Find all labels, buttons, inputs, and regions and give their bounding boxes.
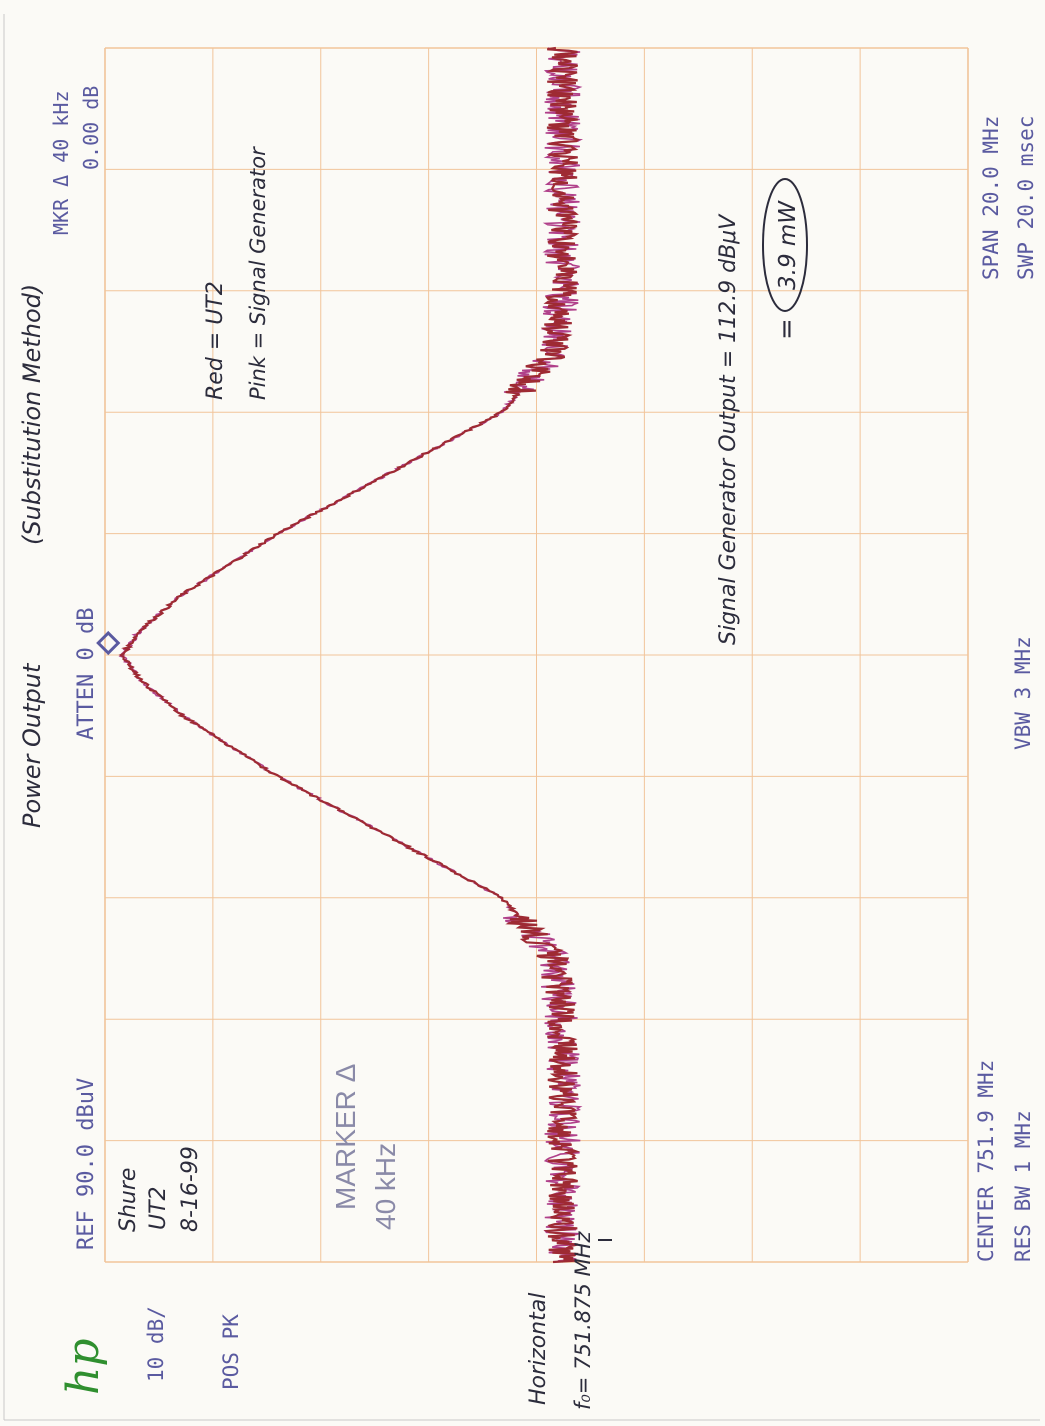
detector-mode: POS PK	[219, 1314, 243, 1390]
marker-delta-frequency: MKR Δ 40 kHz	[49, 91, 73, 236]
legend-red: Red = UT2	[203, 281, 228, 400]
equals-sign: =	[772, 318, 802, 340]
marker-diamond	[96, 630, 121, 656]
traces	[118, 46, 584, 1264]
attenuation: ATTEN 0 dB	[74, 608, 99, 740]
legend-pink: Pink = Signal Generator	[246, 146, 270, 400]
sweep-time: SWP 20.0 msec	[1014, 116, 1038, 280]
resolution-bandwidth: RES BW 1 MHz	[1011, 1110, 1035, 1262]
handwritten-title: Power Output	[18, 662, 46, 828]
marker-layer	[96, 630, 121, 656]
handwritten-sample-model: UT2	[146, 1186, 171, 1230]
center-frequency: CENTER 751.9 MHz	[974, 1060, 998, 1262]
screen-annotations: hp REF 90.0 dBuV 10 dB/ POS PK ATTEN 0 d…	[49, 86, 1038, 1395]
marker-annotation-title: MARKER Δ	[330, 1064, 361, 1210]
graticule	[104, 47, 969, 1263]
horizontal-label: Horizontal	[526, 1293, 551, 1405]
signal-generator-power: 3.9 mW	[775, 200, 801, 290]
handwritten-sample-date: 8-16-99	[178, 1146, 203, 1232]
handwritten-method: (Substitution Method)	[18, 284, 46, 545]
power-circle	[762, 178, 808, 312]
marker-delta-level: 0.00 dB	[79, 86, 103, 170]
trace-ut2	[118, 46, 581, 1264]
scale-per-div: 10 dB/	[144, 1306, 168, 1382]
trace-signal-generator	[118, 47, 584, 1263]
video-bandwidth: VBW 3 MHz	[1011, 636, 1035, 750]
center-frequency-handwritten: f₀= 751.875 MHz	[571, 1230, 595, 1410]
marker-annotation-value: 40 kHz	[370, 1143, 401, 1230]
hp-logo: hp	[58, 1338, 109, 1395]
frequency-span: SPAN 20.0 MHz	[979, 116, 1003, 280]
handwritten-annotations: Power Output (Substitution Method) Shure…	[18, 146, 808, 1410]
handwritten-sample-brand: Shure	[116, 1168, 141, 1232]
signal-generator-output: Signal Generator Output = 112.9 dBμV	[716, 213, 741, 645]
ref-level: REF 90.0 dBuV	[74, 1078, 99, 1250]
